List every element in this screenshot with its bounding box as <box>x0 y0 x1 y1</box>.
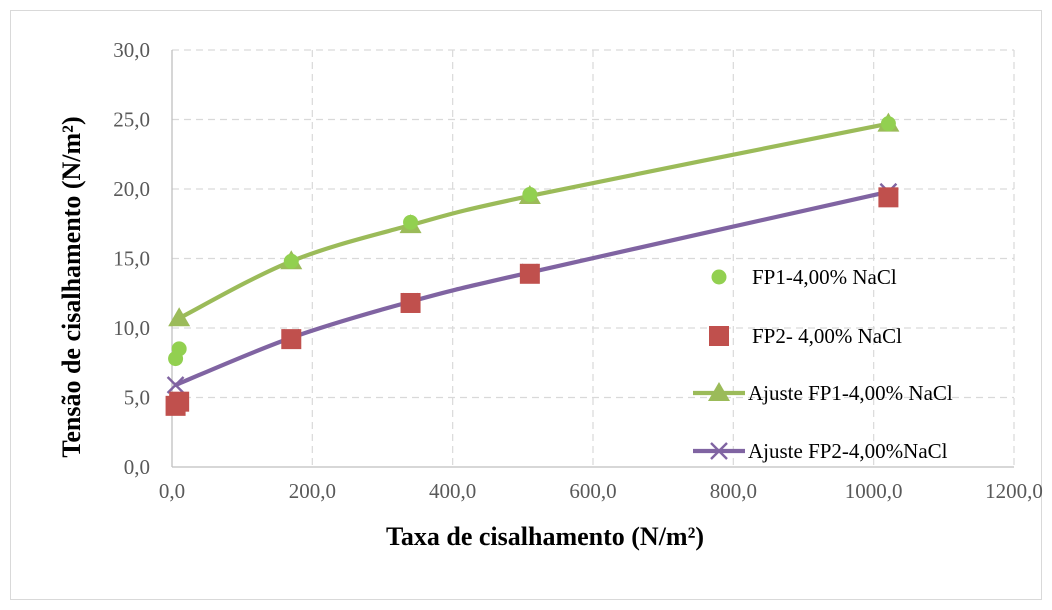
tick-labels: 0,0 5,0 10,0 15,0 20,0 25,0 30,0 0,0 200,0 400,0 6… <box>113 38 1043 503</box>
legend: FP1-4,00% NaCl FP2- 4,00% NaCl Ajuste FP1-… <box>693 265 953 463</box>
y-tick-label: 5,0 <box>124 386 150 410</box>
data-point <box>878 187 899 208</box>
data-point <box>169 391 190 412</box>
legend-label: FP2- 4,00% NaCl <box>752 324 902 348</box>
data-point <box>171 341 187 357</box>
data-point <box>168 307 191 327</box>
x-tick-label: 0,0 <box>159 479 185 503</box>
data-point <box>281 329 302 350</box>
x-marker-stroke <box>166 376 185 394</box>
legend-label: FP1-4,00% NaCl <box>752 265 897 289</box>
y-axis-title: Tensão de cisalhamento (N/m²) <box>57 116 86 457</box>
x-tick-label: 600,0 <box>569 479 616 503</box>
grid-lines <box>172 49 1015 467</box>
data-point <box>403 214 419 230</box>
x-axis-title: Taxa de cisalhamento (N/m²) <box>386 522 704 551</box>
y-tick-label: 10,0 <box>113 316 150 340</box>
series-3 <box>168 112 900 327</box>
data-point <box>166 376 185 394</box>
series-line <box>177 121 891 321</box>
data-point <box>283 253 299 269</box>
x-marker-stroke <box>710 442 728 460</box>
y-tick-label: 15,0 <box>113 247 150 271</box>
y-tick-label: 0,0 <box>124 455 150 479</box>
series-2 <box>165 187 899 416</box>
legend-marker <box>709 326 729 346</box>
x-tick-label: 200,0 <box>289 479 336 503</box>
chart-frame <box>10 10 1042 600</box>
legend-marker <box>708 382 730 401</box>
legend-label: Ajuste FP1-4,00% NaCl <box>748 381 953 405</box>
data-point <box>522 187 538 203</box>
series-layer <box>165 112 900 416</box>
legend-marker <box>710 442 728 460</box>
data-point <box>519 263 540 284</box>
y-tick-label: 20,0 <box>113 177 150 201</box>
x-tick-label: 400,0 <box>429 479 476 503</box>
y-tick-label: 25,0 <box>113 108 150 132</box>
legend-item: Ajuste FP1-4,00% NaCl <box>693 381 953 405</box>
legend-label: Ajuste FP2-4,00%NaCl <box>748 439 948 463</box>
x-tick-label: 800,0 <box>710 479 757 503</box>
legend-item: FP2- 4,00% NaCl <box>709 324 902 348</box>
data-point <box>880 116 896 132</box>
y-tick-label: 30,0 <box>113 38 150 62</box>
data-point <box>400 292 421 313</box>
x-tick-label: 1200,0 <box>985 479 1043 503</box>
legend-item: Ajuste FP2-4,00%NaCl <box>693 439 948 463</box>
legend-marker <box>711 269 727 285</box>
series-1 <box>168 116 896 367</box>
series-line <box>173 189 891 388</box>
legend-item: FP1-4,00% NaCl <box>711 265 897 289</box>
x-tick-label: 1000,0 <box>845 479 903 503</box>
